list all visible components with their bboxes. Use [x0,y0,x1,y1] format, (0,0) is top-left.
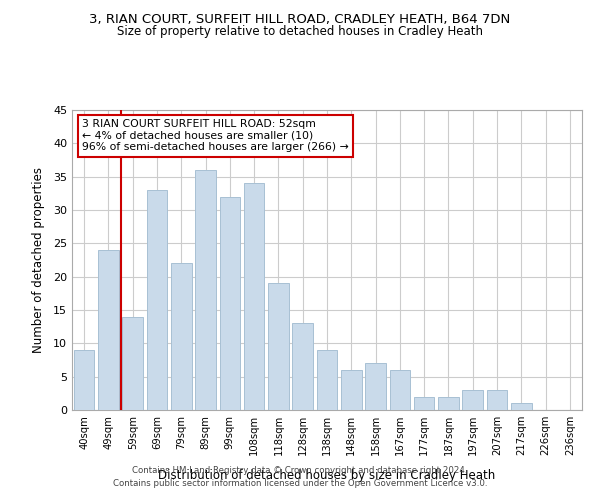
Text: Contains HM Land Registry data © Crown copyright and database right 2024.
Contai: Contains HM Land Registry data © Crown c… [113,466,487,487]
Text: Size of property relative to detached houses in Cradley Heath: Size of property relative to detached ho… [117,25,483,38]
Bar [220,196,240,410]
Bar [146,190,167,410]
Bar [414,396,434,410]
Text: 3 RIAN COURT SURFEIT HILL ROAD: 52sqm
← 4% of detached houses are smaller (10)
9: 3 RIAN COURT SURFEIT HILL ROAD: 52sqm ← … [82,119,349,152]
Bar [389,370,410,410]
Bar [365,364,386,410]
Bar [463,390,483,410]
Bar [195,170,216,410]
X-axis label: Distribution of detached houses by size in Cradley Heath: Distribution of detached houses by size … [158,469,496,482]
Bar [244,184,265,410]
Bar [268,284,289,410]
Bar [98,250,119,410]
Y-axis label: Number of detached properties: Number of detached properties [32,167,44,353]
Bar [341,370,362,410]
Bar [511,404,532,410]
Bar [487,390,508,410]
Bar [122,316,143,410]
Bar [74,350,94,410]
Bar [171,264,191,410]
Bar [292,324,313,410]
Bar [317,350,337,410]
Text: 3, RIAN COURT, SURFEIT HILL ROAD, CRADLEY HEATH, B64 7DN: 3, RIAN COURT, SURFEIT HILL ROAD, CRADLE… [89,12,511,26]
Bar [438,396,459,410]
